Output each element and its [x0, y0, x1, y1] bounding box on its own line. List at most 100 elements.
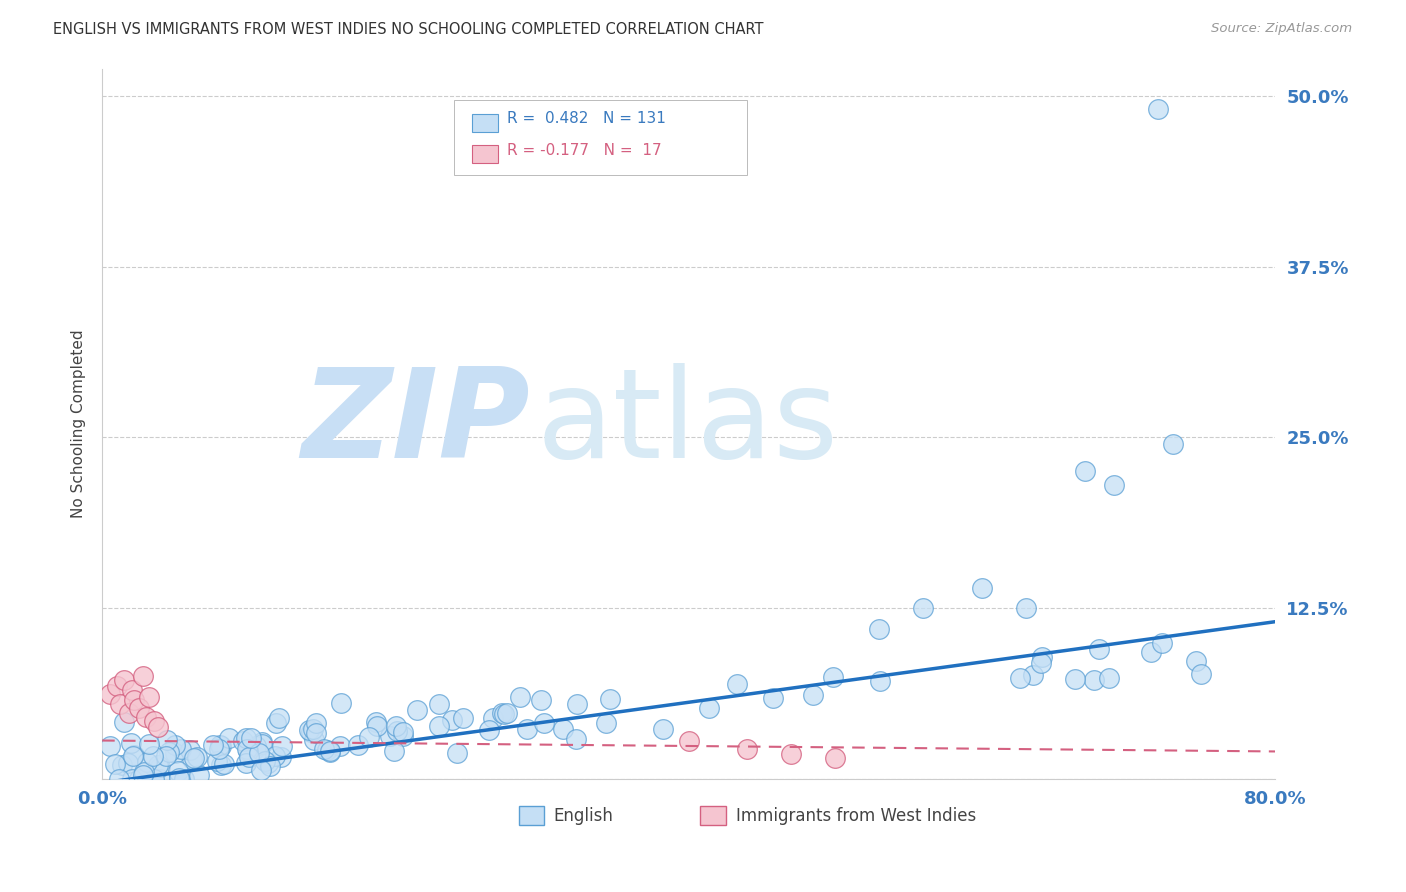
Point — [112, 673, 135, 688]
Point — [1102, 478, 1125, 492]
Point — [128, 700, 150, 714]
Point — [385, 719, 408, 733]
Point — [970, 581, 993, 595]
Point — [120, 736, 142, 750]
Text: atlas: atlas — [536, 363, 838, 484]
Point — [1063, 672, 1085, 686]
Bar — [471, 114, 498, 132]
Point — [117, 706, 139, 721]
Point — [392, 729, 415, 743]
Point — [207, 754, 229, 768]
Point — [366, 715, 388, 730]
Point — [188, 768, 211, 782]
Point — [169, 742, 191, 756]
Point — [240, 731, 263, 746]
Point — [267, 711, 290, 725]
Point — [121, 749, 143, 764]
Point — [157, 745, 180, 759]
Point — [173, 772, 195, 786]
Point — [146, 720, 169, 734]
Point — [516, 723, 538, 737]
Point — [1161, 437, 1184, 451]
Point — [247, 746, 270, 760]
Point — [135, 755, 157, 769]
Point — [264, 749, 287, 764]
Point — [1185, 654, 1208, 668]
Point — [780, 747, 803, 761]
Point — [138, 690, 160, 704]
Point — [494, 707, 516, 722]
Point — [821, 670, 844, 684]
Point — [299, 724, 322, 739]
Point — [250, 763, 273, 777]
Point — [179, 743, 201, 757]
Point — [132, 669, 155, 683]
Bar — [519, 806, 544, 825]
Point — [135, 710, 157, 724]
Point — [259, 759, 281, 773]
Point — [250, 737, 273, 751]
Point — [678, 733, 700, 747]
Point — [232, 734, 254, 748]
Y-axis label: No Schooling Completed: No Schooling Completed — [72, 329, 86, 518]
Point — [208, 741, 231, 756]
Text: Source: ZipAtlas.com: Source: ZipAtlas.com — [1212, 22, 1353, 36]
Point — [319, 745, 342, 759]
Point — [382, 744, 405, 758]
Point — [391, 725, 413, 739]
Text: English: English — [554, 806, 613, 825]
Point — [122, 747, 145, 762]
Point — [319, 744, 342, 758]
Point — [236, 742, 259, 756]
Point — [440, 713, 463, 727]
Point — [112, 714, 135, 729]
Point — [599, 692, 621, 706]
Point — [1073, 465, 1095, 479]
Point — [1140, 645, 1163, 659]
Point — [235, 756, 257, 771]
Point — [1029, 656, 1052, 670]
Point — [257, 756, 280, 770]
Text: ENGLISH VS IMMIGRANTS FROM WEST INDIES NO SCHOOLING COMPLETED CORRELATION CHART: ENGLISH VS IMMIGRANTS FROM WEST INDIES N… — [53, 22, 763, 37]
Point — [725, 677, 748, 691]
Point — [186, 750, 208, 764]
Point — [128, 772, 150, 786]
Point — [378, 729, 401, 743]
Point — [302, 732, 325, 747]
Point — [209, 738, 232, 752]
Point — [530, 693, 553, 707]
Point — [737, 741, 759, 756]
Point — [124, 692, 146, 706]
Point — [169, 772, 191, 786]
Point — [451, 711, 474, 725]
Point — [1088, 642, 1111, 657]
Point — [565, 732, 588, 747]
Point — [1008, 671, 1031, 685]
Point — [496, 706, 519, 720]
Point — [314, 742, 336, 756]
Point — [98, 687, 121, 701]
Point — [270, 749, 292, 764]
Point — [305, 725, 328, 739]
Point — [305, 716, 328, 731]
Point — [264, 716, 287, 731]
Point — [149, 772, 172, 786]
Point — [142, 772, 165, 786]
Point — [652, 722, 675, 736]
Point — [491, 706, 513, 720]
Point — [121, 772, 143, 786]
Point — [1147, 103, 1170, 117]
Point — [181, 751, 204, 765]
Point — [131, 767, 153, 781]
Point — [146, 758, 169, 772]
Point — [446, 746, 468, 760]
Point — [209, 758, 232, 772]
Point — [132, 764, 155, 779]
Point — [108, 697, 131, 711]
Point — [209, 739, 232, 754]
Point — [565, 697, 588, 711]
Point — [104, 756, 127, 771]
Point — [111, 758, 134, 772]
Point — [406, 703, 429, 717]
Text: R =  0.482   N = 131: R = 0.482 N = 131 — [508, 111, 666, 126]
